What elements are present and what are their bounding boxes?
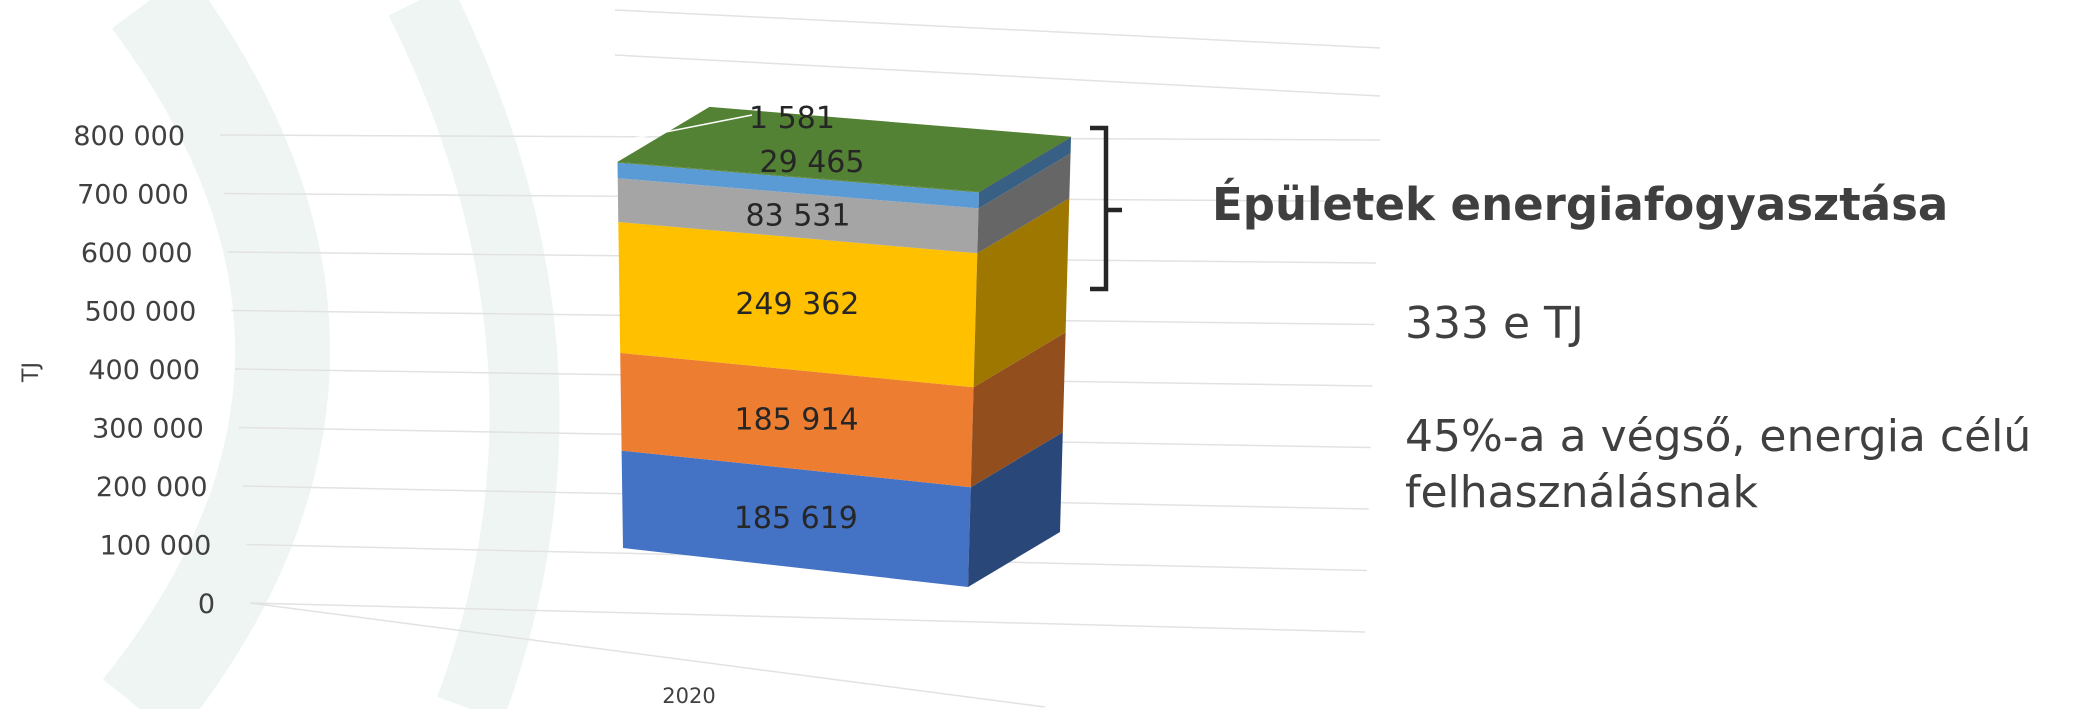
floor-edge — [249, 602, 1046, 708]
bracket — [1090, 125, 1122, 292]
gridline — [614, 9, 1381, 49]
data-label: 1 581 — [749, 101, 835, 136]
x-category-label: 2020 — [662, 684, 715, 708]
y-tick-label: 600 000 — [81, 238, 193, 269]
leader-line — [619, 114, 753, 142]
bar-segment-side — [979, 136, 1071, 193]
data-label: 249 362 — [735, 287, 859, 322]
gridline — [249, 602, 1366, 633]
y-tick-label: 400 000 — [88, 355, 200, 386]
y-tick-label: 500 000 — [85, 297, 197, 328]
bar-segment-front — [620, 352, 974, 488]
bar-segment-side — [978, 137, 1071, 209]
data-label: 185 619 — [734, 501, 858, 536]
bar-segment-side — [973, 198, 1070, 388]
y-tick-label: 100 000 — [100, 531, 212, 562]
bar-segment-front — [617, 161, 979, 193]
y-axis-title: TJ — [19, 362, 44, 383]
bar-segment-front — [621, 450, 971, 587]
y-axis-tick-labels: 0 100 000 200 000 300 000 400 000 500 000 600 … — [73, 121, 215, 620]
annotation-share-line2: felhasználásnak — [1405, 467, 1758, 518]
y-tick-label: 300 000 — [92, 414, 204, 445]
bar-segment-front — [617, 178, 979, 254]
decor-arc — [102, 0, 331, 709]
bar-segment-side — [977, 153, 1071, 254]
data-label: 29 465 — [760, 145, 865, 180]
bar-segment-side — [968, 432, 1063, 587]
y-tick-label: 200 000 — [96, 472, 208, 503]
data-labels: 185 619 185 914 249 362 83 531 29 465 1 581 — [619, 101, 865, 536]
data-label: 185 914 — [735, 403, 859, 438]
stacked-bar — [617, 106, 1071, 587]
annotation-value: 333 e TJ — [1405, 298, 1584, 349]
bar-segment-front — [618, 222, 978, 388]
bar-segment-front — [617, 162, 979, 209]
y-tick-label: 800 000 — [73, 121, 185, 152]
annotation-title: Épületek energiafogyasztása — [1212, 178, 1949, 231]
y-tick-label: 700 000 — [77, 180, 189, 211]
annotation-share-line1: 45%-a a végső, energia célú — [1405, 411, 2032, 462]
gridline — [614, 54, 1381, 97]
bar-segment-top — [617, 106, 1071, 192]
decor-arc — [388, 0, 560, 709]
data-label: 83 531 — [745, 198, 850, 233]
bar-segment-side — [970, 332, 1066, 488]
y-tick-label: 0 — [198, 589, 215, 620]
